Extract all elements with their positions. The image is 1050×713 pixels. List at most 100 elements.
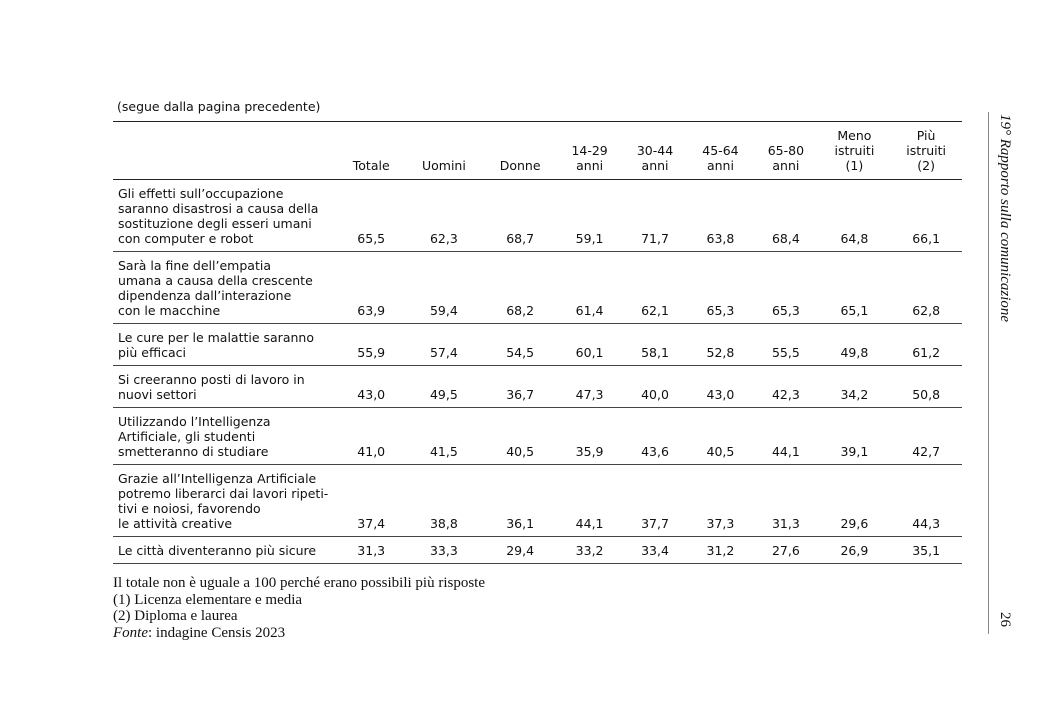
table-cell: 37,7 bbox=[641, 516, 669, 531]
table-cell: 49,5 bbox=[429, 387, 458, 402]
table-cell: 33,2 bbox=[575, 543, 604, 558]
row-label: Le cure per le malattie saranno più effi… bbox=[118, 330, 314, 360]
table-cell: 62,1 bbox=[641, 303, 669, 318]
table-cell: 44,1 bbox=[771, 444, 800, 459]
table-cell: 65,3 bbox=[706, 303, 735, 318]
table-cell: 47,3 bbox=[575, 387, 604, 402]
total-note: Il totale non è uguale a 100 perché eran… bbox=[113, 575, 485, 591]
footnote-2: (2) Diploma e laurea bbox=[113, 608, 238, 624]
table-cell: 60,1 bbox=[575, 345, 604, 360]
table-cell: 61,2 bbox=[912, 345, 941, 360]
table-cell: 43,6 bbox=[641, 444, 669, 459]
row-label: Le città diventeranno più sicure bbox=[118, 543, 317, 558]
table-cell: 61,4 bbox=[575, 303, 604, 318]
table-cell: 57,4 bbox=[429, 345, 458, 360]
table-row: Si creeranno posti di lavoro in nuovi se… bbox=[113, 366, 962, 408]
row-label: Sarà la fine dell’empatia umana a causa … bbox=[118, 258, 313, 318]
table-row: Sarà la fine dell’empatia umana a causa … bbox=[113, 252, 962, 324]
table-cell: 40,0 bbox=[641, 387, 669, 402]
table-row: Gli effetti sull’occupazione saranno dis… bbox=[113, 180, 962, 252]
table-notes: Il totale non è uguale a 100 perché eran… bbox=[113, 575, 485, 641]
table-cell: 34,2 bbox=[840, 387, 869, 402]
table-cell: 65,3 bbox=[771, 303, 800, 318]
table-cell: 31,3 bbox=[771, 516, 800, 531]
table-cell: 35,1 bbox=[912, 543, 941, 558]
table-cell: 36,7 bbox=[506, 387, 535, 402]
table-cell: 71,7 bbox=[641, 231, 669, 246]
table-cell: 43,0 bbox=[357, 387, 386, 402]
row-label: Gli effetti sull’occupazione saranno dis… bbox=[118, 186, 319, 246]
source-label: Fonte bbox=[113, 624, 148, 641]
table-header-row: Totale Uomini Donne 14-29 anni 30-44 ann… bbox=[113, 121, 962, 180]
table-cell: 37,4 bbox=[357, 516, 386, 531]
table-cell: 63,8 bbox=[706, 231, 735, 246]
page-number: 26 bbox=[997, 612, 1013, 627]
table-cell: 55,9 bbox=[357, 345, 386, 360]
row-label: Utilizzando l’Intelligenza Artificiale, … bbox=[118, 414, 271, 459]
table-cell: 44,1 bbox=[575, 516, 604, 531]
table-cell: 44,3 bbox=[912, 516, 941, 531]
header-cell: Uomini bbox=[421, 158, 466, 173]
table-cell: 42,3 bbox=[771, 387, 800, 402]
header-cell: 14-29 anni bbox=[571, 143, 608, 173]
table-cell: 41,5 bbox=[429, 444, 458, 459]
table-cell: 68,2 bbox=[506, 303, 535, 318]
table-cell: 58,1 bbox=[641, 345, 669, 360]
table-cell: 36,1 bbox=[506, 516, 535, 531]
footnote-1: (1) Licenza elementare e media bbox=[113, 591, 303, 608]
table-cell: 31,2 bbox=[706, 543, 735, 558]
table-cell: 26,9 bbox=[840, 543, 869, 558]
table-cell: 39,1 bbox=[840, 444, 869, 459]
header-empty-cell bbox=[113, 122, 338, 180]
row-label: Si creeranno posti di lavoro in nuovi se… bbox=[118, 372, 305, 402]
header-cell: Totale bbox=[352, 158, 390, 173]
header-cell: 45-64 anni bbox=[702, 143, 739, 173]
table-cell: 64,8 bbox=[840, 231, 869, 246]
table-row: Le cure per le malattie saranno più effi… bbox=[113, 324, 962, 366]
table-cell: 41,0 bbox=[357, 444, 386, 459]
header-cell: Più istruiti (2) bbox=[906, 128, 947, 173]
table-cell: 52,8 bbox=[706, 345, 735, 360]
table-cell: 65,5 bbox=[357, 231, 386, 246]
table-cell: 35,9 bbox=[575, 444, 604, 459]
table-row: Grazie all’Intelligenza Artificiale potr… bbox=[113, 465, 962, 537]
table-cell: 38,8 bbox=[429, 516, 458, 531]
report-title: 19° Rapporto sulla comunicazione bbox=[997, 114, 1013, 323]
table-cell: 42,7 bbox=[912, 444, 941, 459]
table-cell: 43,0 bbox=[706, 387, 735, 402]
row-label: Grazie all’Intelligenza Artificiale potr… bbox=[118, 471, 329, 531]
table-cell: 68,4 bbox=[771, 231, 800, 246]
table-cell: 29,6 bbox=[840, 516, 869, 531]
source-text: : indagine Censis 2023 bbox=[148, 624, 286, 641]
table-cell: 31,3 bbox=[357, 543, 386, 558]
table-cell: 54,5 bbox=[506, 345, 535, 360]
header-cell: Donne bbox=[499, 158, 541, 173]
header-cell: 65-80 anni bbox=[767, 143, 805, 173]
table-cell: 33,3 bbox=[429, 543, 458, 558]
table-cell: 40,5 bbox=[706, 444, 735, 459]
table-cell: 63,9 bbox=[357, 303, 386, 318]
table-cell: 27,6 bbox=[771, 543, 800, 558]
header-cell: 30-44 anni bbox=[636, 143, 674, 173]
table-cell: 68,7 bbox=[506, 231, 535, 246]
table-row: Le città diventeranno più sicure 31,3 33… bbox=[113, 537, 962, 564]
table-cell: 33,4 bbox=[641, 543, 669, 558]
table-cell: 40,5 bbox=[506, 444, 535, 459]
source-note: Fonte: indagine Censis 2023 bbox=[113, 625, 485, 642]
margin-rule bbox=[988, 112, 989, 634]
data-table: Totale Uomini Donne 14-29 anni 30-44 ann… bbox=[113, 121, 962, 564]
table-cell: 37,3 bbox=[706, 516, 735, 531]
table-cell: 62,3 bbox=[429, 231, 458, 246]
header-cell: Meno istruiti (1) bbox=[834, 128, 875, 173]
table-cell: 50,8 bbox=[912, 387, 941, 402]
table-row: Utilizzando l’Intelligenza Artificiale, … bbox=[113, 408, 962, 465]
table-cell: 29,4 bbox=[506, 543, 535, 558]
table-cell: 55,5 bbox=[771, 345, 800, 360]
running-header: 19° Rapporto sulla comunicazione bbox=[996, 114, 1018, 344]
table-cell: 59,4 bbox=[429, 303, 458, 318]
continued-caption: (segue dalla pagina precedente) bbox=[117, 99, 321, 114]
table-cell: 59,1 bbox=[575, 231, 604, 246]
table-cell: 49,8 bbox=[840, 345, 869, 360]
table-cell: 65,1 bbox=[840, 303, 869, 318]
table-cell: 62,8 bbox=[912, 303, 941, 318]
